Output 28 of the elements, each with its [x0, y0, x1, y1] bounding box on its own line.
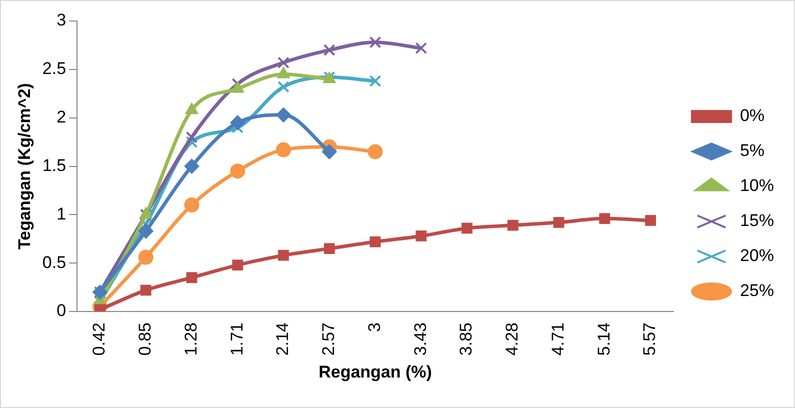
- legend-label: 20%: [740, 246, 774, 266]
- x-tick-label: 1.28: [181, 322, 200, 356]
- y-tick-label: 1.5: [42, 156, 66, 175]
- x-tick-label: 0.85: [136, 322, 155, 356]
- legend-label: 10%: [740, 176, 774, 196]
- x-tick-label: 4.71: [548, 322, 568, 356]
- x-tick-label: 5.57: [640, 322, 660, 356]
- x-tick-label: 2.14: [273, 322, 292, 356]
- x-tick-label: 0.42: [90, 322, 109, 356]
- legend-label: 5%: [740, 141, 765, 160]
- x-tick-label: 3: [364, 322, 384, 332]
- y-axis-title: Tegangan (Kg/cm^2): [14, 83, 34, 250]
- x-tick-label: 4.28: [502, 322, 522, 356]
- legend-label: 15%: [740, 211, 774, 230]
- y-tick-label: 0.5: [42, 252, 66, 272]
- x-tick-label: 2.57: [319, 322, 338, 356]
- y-tick-label: 3: [56, 10, 66, 30]
- legend-label: 25%: [740, 281, 774, 300]
- x-tick-label: 1.71: [227, 322, 246, 356]
- x-axis-title: Regangan (%): [318, 362, 432, 382]
- x-tick-label: 5.14: [594, 322, 614, 356]
- y-tick-label: 2.5: [42, 59, 66, 78]
- y-tick-label: 1: [56, 204, 66, 224]
- x-tick-label: 3.85: [456, 322, 476, 356]
- x-tick-label: 3.43: [410, 322, 430, 356]
- y-tick-label: 0: [56, 301, 66, 320]
- legend-label: 0%: [740, 106, 765, 126]
- y-tick-label: 2: [56, 108, 66, 127]
